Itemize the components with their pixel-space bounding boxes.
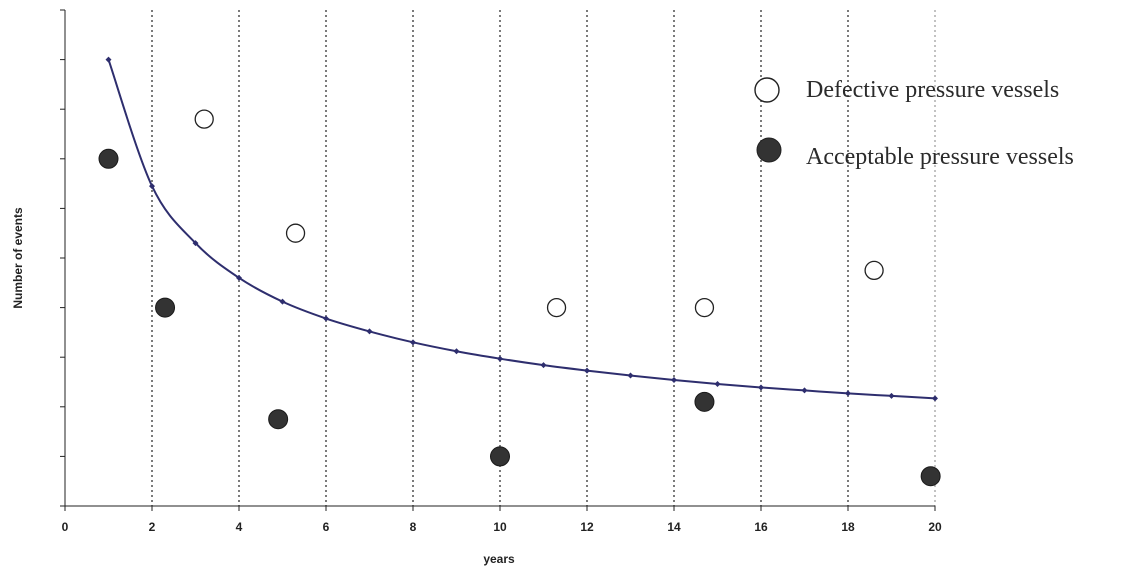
defective-vessel-point bbox=[194, 109, 214, 129]
y-axis-ticks bbox=[60, 9, 65, 507]
curve-diamond-marker bbox=[105, 56, 112, 63]
curve-diamond-marker bbox=[758, 384, 764, 391]
curve-diamond-marker bbox=[192, 240, 199, 247]
x-tick-label: 8 bbox=[410, 520, 417, 534]
legend-label-acceptable: Acceptable pressure vessels bbox=[806, 144, 1074, 170]
defective-vessel-point bbox=[546, 297, 567, 318]
curve-diamond-marker bbox=[845, 390, 851, 397]
curve-diamond-marker bbox=[888, 392, 895, 399]
defective-vessel-point bbox=[285, 223, 306, 243]
curve-diamond-marker bbox=[801, 387, 808, 394]
acceptable-vessel-point bbox=[694, 391, 715, 412]
curve-diamond-marker bbox=[236, 274, 242, 281]
legend: Defective pressure vessels Acceptable pr… bbox=[754, 77, 1074, 170]
defective-vessel-point bbox=[694, 297, 715, 318]
curve-diamond-marker bbox=[584, 367, 590, 374]
defective-vessel-point bbox=[864, 260, 884, 281]
acceptable-vessel-point bbox=[268, 409, 289, 430]
legend-marker-defective bbox=[754, 77, 780, 103]
x-tick-label: 14 bbox=[667, 520, 681, 534]
curve-diamond-marker bbox=[149, 183, 155, 190]
x-tick-label: 0 bbox=[62, 520, 69, 534]
x-tick-label: 20 bbox=[928, 520, 942, 534]
acceptable-vessel-point bbox=[490, 446, 510, 467]
acceptable-vessel-point bbox=[98, 148, 119, 169]
legend-marker-acceptable bbox=[756, 137, 782, 163]
curve-diamond-marker bbox=[366, 328, 373, 335]
curve-diamond-marker bbox=[671, 377, 677, 384]
curve-diamond-marker bbox=[279, 298, 286, 305]
x-axis-title: years bbox=[483, 552, 515, 566]
data-points bbox=[98, 109, 941, 487]
x-tick-label: 4 bbox=[236, 520, 243, 534]
x-tick-label: 2 bbox=[149, 520, 156, 534]
curve-diamond-marker bbox=[453, 348, 460, 355]
curve-diamond-marker bbox=[932, 395, 938, 402]
curve-diamond-marker bbox=[410, 339, 416, 346]
x-tick-label: 12 bbox=[580, 520, 594, 534]
curve-diamond-marker bbox=[497, 355, 503, 362]
x-tick-label: 18 bbox=[841, 520, 855, 534]
x-tick-label: 6 bbox=[323, 520, 330, 534]
x-tick-label: 16 bbox=[754, 520, 768, 534]
x-tick-label: 10 bbox=[493, 520, 507, 534]
curve-diamond-marker bbox=[323, 315, 329, 322]
acceptable-vessel-point bbox=[155, 297, 176, 318]
x-axis-ticks bbox=[64, 506, 936, 511]
acceptable-vessel-point bbox=[920, 466, 941, 487]
fitted-curve bbox=[105, 56, 938, 402]
fitted-curve-line bbox=[107, 59, 936, 400]
curve-diamond-marker bbox=[714, 380, 721, 387]
curve-diamond-marker bbox=[627, 372, 634, 379]
x-axis-tick-labels: 0 2 4 6 8 10 12 14 16 18 20 bbox=[62, 520, 942, 534]
legend-label-defective: Defective pressure vessels bbox=[806, 77, 1059, 103]
y-axis-title: Number of events bbox=[11, 207, 25, 309]
curve-diamond-marker bbox=[540, 362, 547, 369]
